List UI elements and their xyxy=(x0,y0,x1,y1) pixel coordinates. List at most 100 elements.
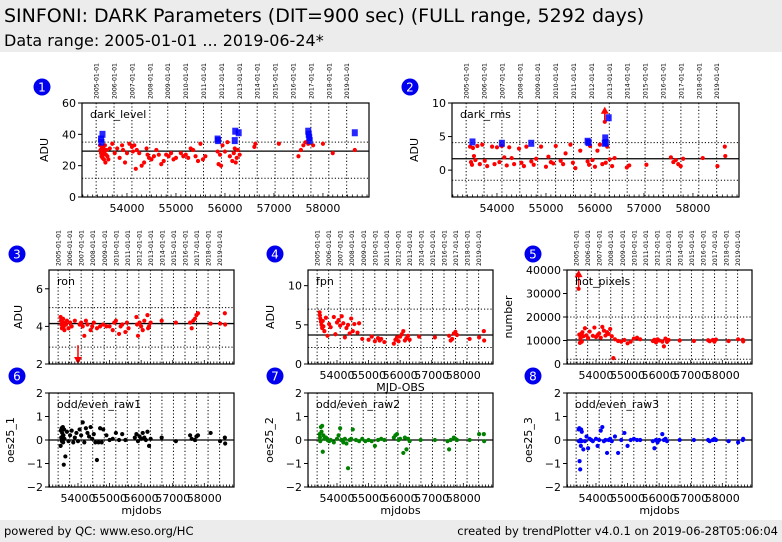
data-point-red xyxy=(622,337,627,343)
data-point-black xyxy=(88,424,93,430)
data-point-red xyxy=(454,332,460,338)
data-point-red xyxy=(159,162,164,167)
data-point-red xyxy=(127,141,132,146)
data-point-green xyxy=(402,435,407,440)
y-tick-label: 20 xyxy=(62,160,76,173)
date-tick-label: 2016-01-01 xyxy=(290,63,297,99)
x-tick-label: 54000 xyxy=(578,492,613,505)
data-point-red xyxy=(120,147,126,153)
date-tick-label: 2008-01-01 xyxy=(517,63,524,99)
data-point-red xyxy=(191,147,196,153)
y-tick-label: 2 xyxy=(36,387,43,400)
date-tick-label: 2010-01-01 xyxy=(113,230,120,266)
data-point-blue xyxy=(677,437,682,443)
data-point-red xyxy=(417,334,422,339)
x-axis-label: mjdobs xyxy=(639,504,679,517)
data-point-blue xyxy=(604,450,610,456)
data-point-red xyxy=(379,336,384,342)
data-point-red xyxy=(561,162,566,167)
data-point-black xyxy=(135,439,141,444)
date-tick-label: 2012-01-01 xyxy=(395,230,402,266)
data-point-black xyxy=(222,435,227,440)
x-tick-label: 57000 xyxy=(155,492,190,505)
data-point-blue xyxy=(612,434,618,439)
date-tick-label: 2010-01-01 xyxy=(183,63,190,99)
data-point-red xyxy=(193,154,198,159)
y-tick-label: 10 xyxy=(432,97,446,110)
data-point-red xyxy=(741,339,746,344)
data-point-blue xyxy=(691,437,696,443)
y-tick-label: 4 xyxy=(36,320,43,333)
data-point-green xyxy=(369,439,374,444)
data-point-blue xyxy=(528,139,535,147)
data-point-red xyxy=(603,333,608,338)
data-point-blue xyxy=(577,459,582,464)
data-point-red xyxy=(317,310,322,315)
y-tick-label: −1 xyxy=(286,458,302,471)
data-point-red xyxy=(524,144,529,149)
date-tick-label: 2007-01-01 xyxy=(499,63,506,99)
data-point-red xyxy=(350,329,355,334)
data-point-red xyxy=(597,142,602,147)
data-point-black xyxy=(86,434,92,439)
data-point-red xyxy=(485,164,490,169)
data-point-red xyxy=(61,316,66,321)
data-point-black xyxy=(148,436,153,441)
y-tick-label: 0 xyxy=(36,434,43,447)
data-point-red xyxy=(473,157,478,163)
data-point-red xyxy=(477,335,482,340)
plot-number-badge xyxy=(401,78,419,96)
data-point-blue xyxy=(657,437,662,443)
data-point-red xyxy=(668,155,673,160)
data-point-red xyxy=(333,332,338,337)
plot-title-label: odd/even_raw2 xyxy=(316,398,400,411)
date-tick-label: 2009-01-01 xyxy=(620,230,627,266)
data-point-red xyxy=(482,158,487,163)
plot-7: 7−2−10125400055000560005700058000mjdobso… xyxy=(263,367,494,517)
data-point-red xyxy=(405,333,411,338)
data-point-red xyxy=(234,155,239,160)
data-point-red xyxy=(394,335,400,340)
data-point-red xyxy=(218,163,224,168)
data-point-red xyxy=(107,324,112,329)
date-tick-label: 2014-01-01 xyxy=(625,63,632,99)
data-point-black xyxy=(62,436,67,441)
data-point-green xyxy=(342,436,347,441)
data-point-red xyxy=(471,153,477,159)
data-point-red xyxy=(481,329,486,334)
y-axis-label: number xyxy=(502,295,515,338)
x-tick-label: 57000 xyxy=(673,369,708,382)
date-tick-label: 2006-01-01 xyxy=(112,63,119,99)
y-tick-label: 10 xyxy=(288,280,302,293)
data-point-red xyxy=(345,322,351,327)
data-point-red xyxy=(502,155,507,160)
date-tick-label: 2011-01-01 xyxy=(125,230,132,266)
data-point-blue xyxy=(741,436,746,441)
data-point-red xyxy=(317,313,323,318)
data-point-red xyxy=(195,158,201,164)
data-point-red xyxy=(586,162,592,167)
data-point-black xyxy=(99,440,104,445)
data-point-red xyxy=(137,151,142,156)
data-point-green xyxy=(394,432,400,437)
data-point-red xyxy=(627,163,632,168)
data-point-red xyxy=(225,140,230,145)
data-point-red xyxy=(661,344,666,349)
data-point-red xyxy=(504,163,509,168)
data-point-blue xyxy=(578,443,583,448)
data-point-red xyxy=(352,147,357,153)
date-tick-label: 2005-01-01 xyxy=(315,230,322,266)
x-tick-label: 58000 xyxy=(446,369,481,382)
data-point-blue xyxy=(98,138,105,146)
data-point-red xyxy=(132,143,137,148)
data-point-red xyxy=(311,143,316,148)
data-point-red xyxy=(339,314,344,319)
data-point-blue xyxy=(622,430,627,436)
data-point-black xyxy=(123,437,128,443)
data-point-blue xyxy=(306,137,313,145)
x-tick-label: 58000 xyxy=(705,369,740,382)
data-point-blue xyxy=(615,450,621,456)
data-point-red xyxy=(296,154,301,159)
x-tick-label: 57000 xyxy=(626,202,661,215)
